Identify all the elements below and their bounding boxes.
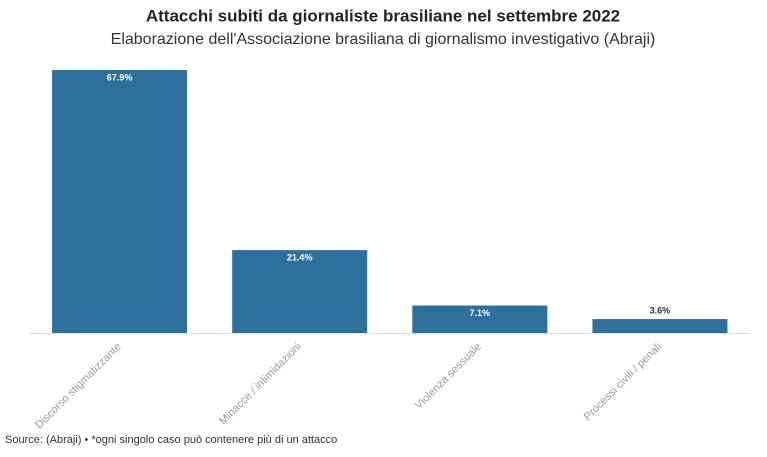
x-tick-label: Violenza sessuale (413, 341, 484, 412)
chart-subtitle: Elaborazione dell'Associazione brasilian… (111, 31, 656, 48)
value-label: 7.1% (470, 308, 491, 318)
x-tick-label: Processi civili / penali (582, 341, 664, 423)
bar (232, 250, 368, 333)
bar (412, 305, 548, 333)
bar (52, 70, 188, 333)
value-label: 67.9% (107, 72, 133, 82)
source: Source: (Abraji) • *ogni singolo caso pu… (5, 434, 337, 446)
x-tick-label: Minacce / intimidazioni (217, 341, 304, 428)
chart-title: Attacchi subiti da giornaliste brasilian… (146, 6, 620, 25)
bar (592, 319, 728, 333)
value-label: 21.4% (287, 252, 313, 262)
x-tick-label: Discorso stigmatizzante (33, 341, 124, 432)
value-label: 3.6% (650, 305, 671, 315)
